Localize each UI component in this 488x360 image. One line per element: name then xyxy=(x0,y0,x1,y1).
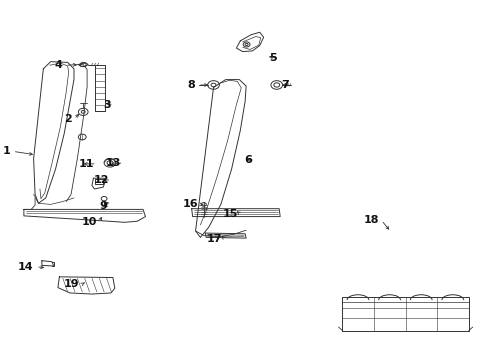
Text: 1: 1 xyxy=(2,146,10,156)
Text: 2: 2 xyxy=(63,114,71,124)
Text: 11: 11 xyxy=(79,159,94,169)
Text: 12: 12 xyxy=(93,175,109,185)
Text: 6: 6 xyxy=(244,155,252,165)
Text: 15: 15 xyxy=(222,209,237,219)
Text: 5: 5 xyxy=(268,53,276,63)
Text: 3: 3 xyxy=(103,100,111,110)
Text: 14: 14 xyxy=(18,262,34,272)
Text: 9: 9 xyxy=(100,201,107,211)
Text: 19: 19 xyxy=(64,279,80,289)
Text: 16: 16 xyxy=(182,199,198,210)
Text: 17: 17 xyxy=(206,234,222,244)
Text: 13: 13 xyxy=(105,158,121,168)
Text: 10: 10 xyxy=(81,217,97,227)
Text: 8: 8 xyxy=(187,80,195,90)
Text: 18: 18 xyxy=(363,215,378,225)
Text: 7: 7 xyxy=(281,80,288,90)
Text: 4: 4 xyxy=(55,60,62,70)
